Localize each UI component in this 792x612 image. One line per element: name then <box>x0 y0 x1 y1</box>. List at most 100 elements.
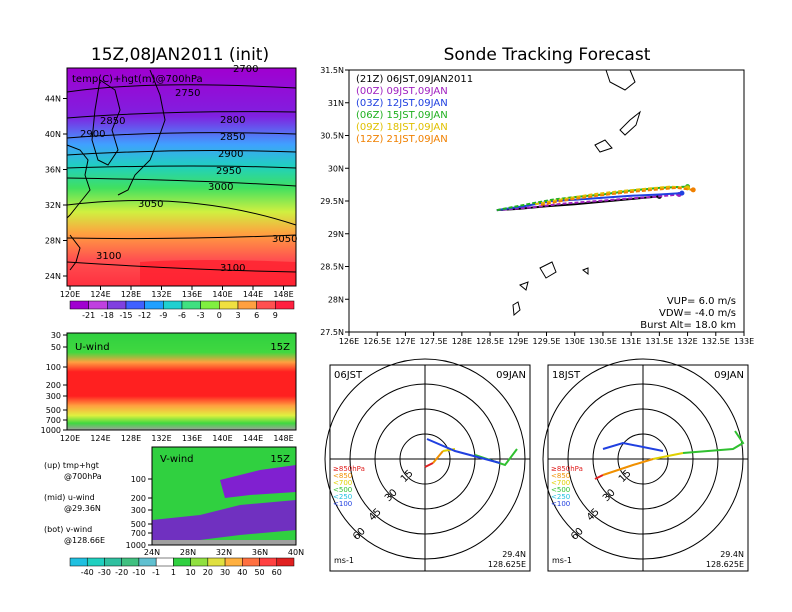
lat-tick-label: 28.5N <box>320 263 344 272</box>
colorbar-label: 3 <box>235 311 240 320</box>
track-line <box>496 193 680 212</box>
note-line: (up) tmp+hgt <box>44 461 99 470</box>
launch-legend-entry: (09Z) 18JST,09JAN <box>356 122 448 133</box>
coastline-korea <box>91 79 121 166</box>
lat-tick-label: 28N <box>180 548 196 557</box>
contour-label: 2850 <box>220 132 245 143</box>
colorbar-label: 6 <box>254 311 259 320</box>
colorbar-swatch <box>104 557 122 567</box>
lon-tick-label: 120E <box>60 434 80 443</box>
contour-labels: 2700 2750 2800 2850 2850 2900 2900 2950 … <box>80 64 297 274</box>
temp-field <box>67 68 296 286</box>
hodo-level-label: <250 <box>551 493 570 501</box>
lon-tick-label: 120E <box>60 290 80 299</box>
colorbar-label: -20 <box>115 568 128 577</box>
colorbar-swatch <box>275 300 295 310</box>
hodo-level-label: <700 <box>551 479 570 487</box>
launch-legend-entry: (21Z) 06JST,09JAN2011 <box>356 74 473 85</box>
colorbar-swatch <box>107 300 127 310</box>
vwind-frame <box>151 446 297 546</box>
map-frame <box>66 67 297 287</box>
hodo-level-label: <850 <box>333 472 352 480</box>
lat-tick-label: 29.5N <box>320 197 344 206</box>
burst-point <box>690 187 696 193</box>
lon-tick-label: 148E <box>273 434 293 443</box>
colorbar-label: -9 <box>159 311 167 320</box>
lon-tick-label: 126.5E <box>363 337 391 346</box>
height-contours <box>66 84 297 273</box>
lon-tick-label: 131.5E <box>645 337 673 346</box>
track-map: (21Z) 06JST,09JAN2011(00Z) 09JST,09JAN(0… <box>348 69 745 333</box>
contour-label: 2700 <box>233 64 258 75</box>
pressure-tick-label: 50 <box>51 343 61 352</box>
wind-trace <box>594 474 604 480</box>
lon-tick-label: 130.5E <box>589 337 617 346</box>
contour-label: 3100 <box>96 251 121 262</box>
panel-notes: (up) tmp+hgt @700hPa (mid) u-wind @29.36… <box>44 461 105 545</box>
colorbar-swatch <box>237 300 257 310</box>
lon-tick-label: 129E <box>508 337 528 346</box>
wind-trace <box>424 462 434 468</box>
lat-tick-label: 29N <box>328 230 344 239</box>
pressure-tick-label: 700 <box>131 529 146 538</box>
lon-tick-label: 128E <box>121 290 141 299</box>
lat-tick-label: 30.5N <box>320 132 344 141</box>
hodo-time: 06JST <box>334 370 363 381</box>
burst-text: Burst Alt= 18.0 km <box>640 320 736 331</box>
wind-trace <box>652 452 684 460</box>
vwind-time: 15Z <box>270 454 290 465</box>
lon-tick-label: 124E <box>90 434 110 443</box>
colorbar-label: -10 <box>132 568 145 577</box>
launch-legend-entry: (03Z) 12JST,09JAN <box>356 98 448 109</box>
colorbar-swatch <box>163 300 183 310</box>
colorbar-label: -3 <box>197 311 205 320</box>
hodo-level-label: <700 <box>333 479 352 487</box>
lon-tick-label: 144E <box>243 290 263 299</box>
wind-trace <box>426 438 501 464</box>
launch-legend-entry: (06Z) 15JST,09JAN <box>356 110 448 121</box>
pressure-tick-label: 100 <box>131 475 146 484</box>
contour-label: 3050 <box>272 234 297 245</box>
colorbar-swatch <box>138 557 157 567</box>
hodo-level-label: ≥850hPa <box>551 465 583 473</box>
hodo-level-label: <850 <box>551 472 570 480</box>
lon-tick-label: 127E <box>395 337 415 346</box>
coastline-taiwan <box>69 234 81 271</box>
hodo-date: 09JAN <box>496 370 526 381</box>
lon-tick-label: 148E <box>273 290 293 299</box>
hodo-lon: 128.625E <box>488 560 526 569</box>
hodo-lat: 29.4N <box>720 550 744 559</box>
colorbar-label: -40 <box>81 568 94 577</box>
hodo-level-label: <500 <box>551 486 570 494</box>
colorbar-label: -12 <box>138 311 151 320</box>
lon-tick-label: 131E <box>621 337 641 346</box>
pressure-tick-label: 200 <box>131 494 146 503</box>
lat-tick-label: 40N <box>288 548 304 557</box>
wind-trace <box>432 450 444 464</box>
contour-label: 3050 <box>138 199 163 210</box>
contour-label: 2900 <box>80 129 105 140</box>
lon-tick-label: 130E <box>565 337 585 346</box>
lon-tick-label: 129.5E <box>533 337 561 346</box>
colorbar-label: -18 <box>101 311 114 320</box>
vdw-text: VDW= -4.0 m/s <box>659 308 736 319</box>
left-title: 15Z,08JAN2011 (init) <box>91 45 269 65</box>
lat-tick-label: 32N <box>45 201 61 210</box>
colorbar-label: 40 <box>237 568 247 577</box>
lon-tick-label: 133E <box>734 337 754 346</box>
colorbar-swatch <box>200 300 220 310</box>
lon-tick-label: 128.5E <box>476 337 504 346</box>
lat-tick-label: 31N <box>328 99 344 108</box>
colorbar-swatch <box>173 557 191 567</box>
hodograph-frame <box>329 364 531 572</box>
hodo-level-label: <100 <box>333 500 352 508</box>
vwind-negative <box>152 500 296 540</box>
uwind-field <box>67 333 296 430</box>
colorbar-label: 30 <box>220 568 230 577</box>
lat-tick-label: 32N <box>216 548 232 557</box>
sonde-params: VUP= 6.0 m/s VDW= -4.0 m/s Burst Alt= 18… <box>640 296 736 331</box>
hodo-lat: 29.4N <box>502 550 526 559</box>
colorbar-swatch <box>125 300 145 310</box>
warm-patch <box>140 260 296 286</box>
